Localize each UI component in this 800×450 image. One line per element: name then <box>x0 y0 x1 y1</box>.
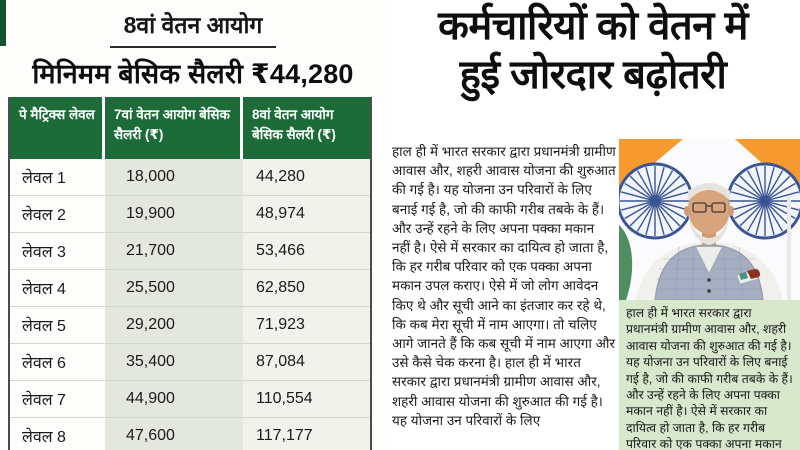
table-row: लेवल 6 35,400 87,084 <box>10 344 370 381</box>
hair <box>688 183 730 201</box>
table-row: लेवल 7 44,900 110,554 <box>10 381 370 418</box>
headline-line2: हुई जोरदार बढ़ोतरी <box>459 53 727 97</box>
news-article-panel: कर्मचारियों को वेतन में हुई जोरदार बढ़ोत… <box>386 0 800 450</box>
article-right-column: हाल ही में भारत सरकार द्वारा प्रधानमंत्र… <box>619 139 800 450</box>
cell-7th-salary: 35,400 <box>105 344 243 380</box>
header-cell-7th-cpc: 7वां वेतन आयोग बेसिक सैलरी (₹) <box>105 97 240 159</box>
table-row: लेवल 2 19,900 48,974 <box>10 196 370 233</box>
cell-7th-salary: 25,500 <box>105 270 243 306</box>
flag-green-left <box>619 225 633 300</box>
article-left-column: हाल ही में भारत सरकार द्वारा प्रधानमंत्र… <box>392 144 616 428</box>
cell-level: लेवल 3 <box>10 233 105 269</box>
cell-7th-salary: 21,700 <box>105 233 243 269</box>
table-row: लेवल 8 47,600 117,177 <box>10 418 370 450</box>
cell-level: लेवल 7 <box>10 381 105 417</box>
cell-8th-salary: 110,554 <box>243 381 370 417</box>
flag-pole <box>787 197 791 300</box>
face <box>688 184 730 234</box>
cell-7th-salary: 47,600 <box>105 418 243 450</box>
cell-level: लेवल 2 <box>10 196 105 232</box>
header-cell-8th-cpc: 8वां वेतन आयोग बेसिक सैलरी (₹) <box>243 97 370 159</box>
cell-7th-salary: 18,000 <box>105 159 243 195</box>
table-header-row: पे मैट्रिक्स लेवल 7वां वेतन आयोग बेसिक स… <box>10 97 370 159</box>
pm-modi-photo <box>619 139 800 300</box>
ashoka-chakra-icon <box>619 162 694 240</box>
cell-level: लेवल 8 <box>10 418 105 450</box>
headline-line1: कर्मचारियों को वेतन में <box>438 4 748 48</box>
cell-7th-salary: 44,900 <box>105 381 243 417</box>
table-row: लेवल 3 21,700 53,466 <box>10 233 370 270</box>
cell-level: लेवल 5 <box>10 307 105 343</box>
header-cell-level: पे मैट्रिक्स लेवल <box>10 97 102 159</box>
cell-7th-salary: 19,900 <box>105 196 243 232</box>
cell-8th-salary: 48,974 <box>243 196 370 232</box>
headline: कर्मचारियों को वेतन में हुई जोरदार बढ़ोत… <box>386 2 800 100</box>
table-row: लेवल 5 29,200 71,923 <box>10 307 370 344</box>
min-salary-subtitle: मिनिमम बेसिक सैलरी ₹44,280 <box>32 59 354 89</box>
cell-level: लेवल 4 <box>10 270 105 306</box>
commission-title: 8वां वेतन आयोग <box>0 8 386 48</box>
cell-8th-salary: 71,923 <box>243 307 370 343</box>
ear <box>728 206 734 216</box>
highlight-article-box: हाल ही में भारत सरकार द्वारा प्रधानमंत्र… <box>619 300 800 450</box>
cell-8th-salary: 62,850 <box>243 270 370 306</box>
cell-8th-salary: 117,177 <box>243 418 370 450</box>
cell-8th-salary: 53,466 <box>243 233 370 269</box>
salary-table-panel: 8वां वेतन आयोग मिनिमम बेसिक सैलरी ₹44,28… <box>0 0 386 450</box>
cell-level: लेवल 6 <box>10 344 105 380</box>
commission-title-text: 8वां वेतन आयोग <box>109 8 277 48</box>
cell-level: लेवल 1 <box>10 159 105 195</box>
corner-accent-strip <box>0 0 6 46</box>
ear <box>684 206 690 216</box>
cell-8th-salary: 44,280 <box>243 159 370 195</box>
table-row: लेवल 4 25,500 62,850 <box>10 270 370 307</box>
pay-matrix-table: पे मैट्रिक्स लेवल 7वां वेतन आयोग बेसिक स… <box>8 97 372 450</box>
beard <box>688 211 730 245</box>
glasses-icon <box>692 202 726 213</box>
table-row: लेवल 1 18,000 44,280 <box>10 159 370 196</box>
cell-8th-salary: 87,084 <box>243 344 370 380</box>
pm-modi-illustration <box>619 139 800 300</box>
cell-7th-salary: 29,200 <box>105 307 243 343</box>
